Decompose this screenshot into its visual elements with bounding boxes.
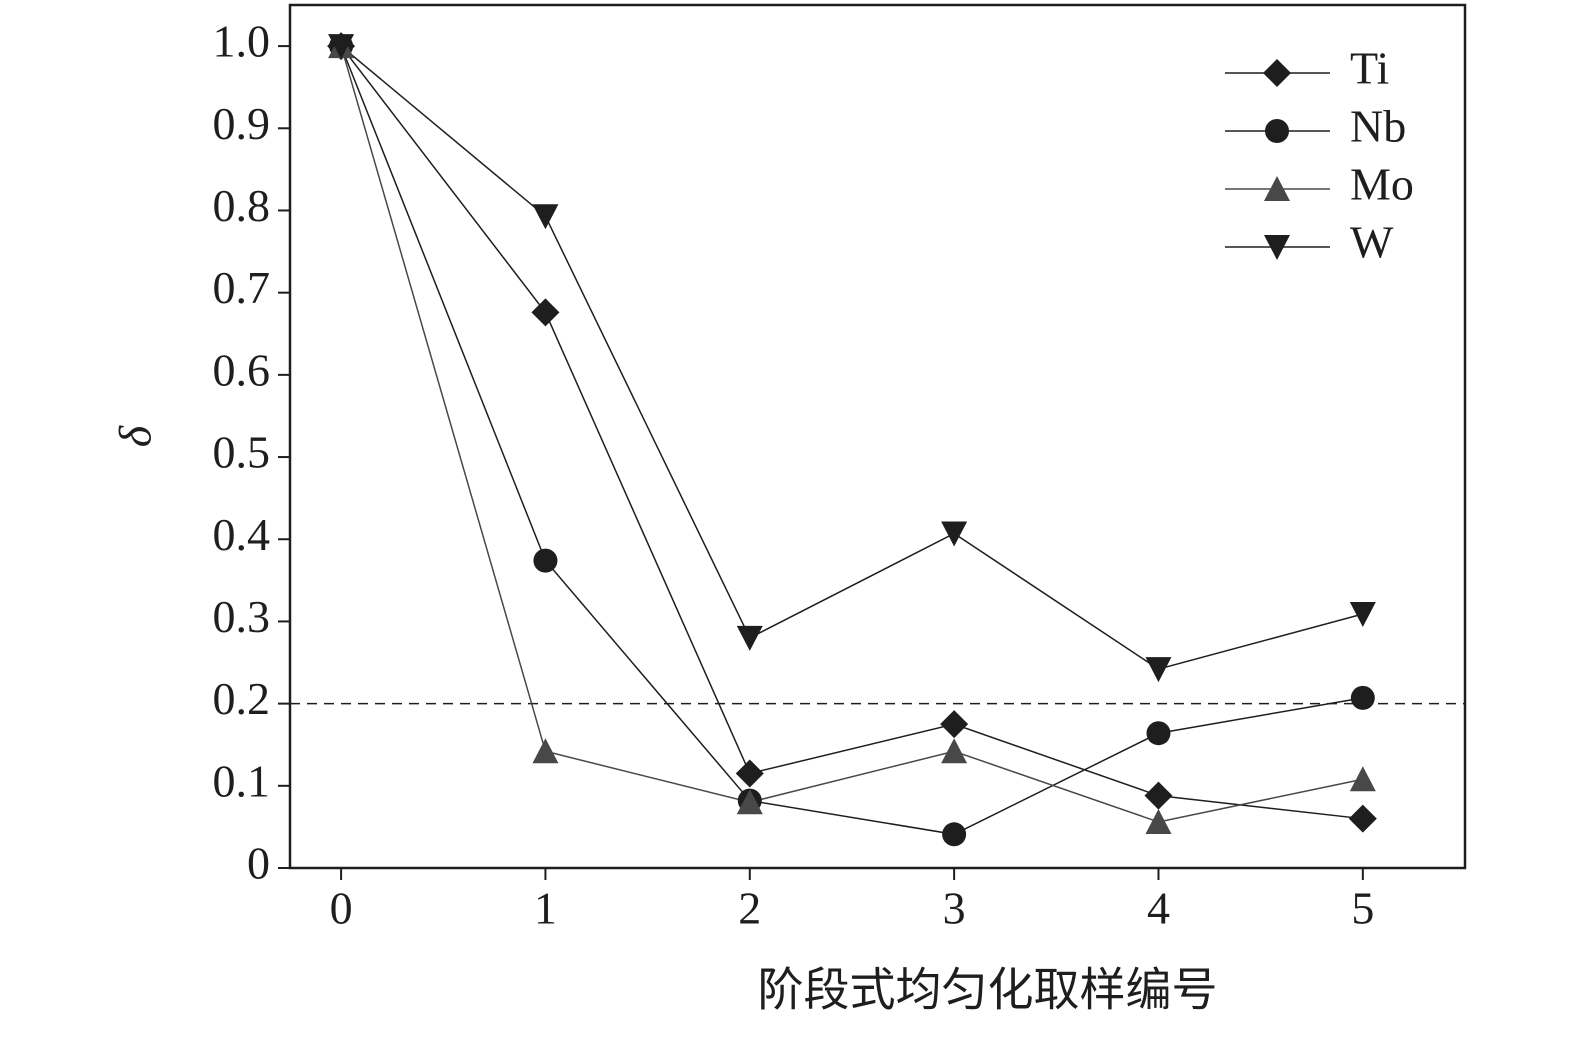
x-tick-label: 2 xyxy=(738,883,761,934)
legend-label: W xyxy=(1350,217,1394,268)
data-point xyxy=(1348,804,1377,833)
data-point xyxy=(1144,781,1173,810)
x-axis-label: 阶段式均匀化取样编号 xyxy=(758,965,1218,1016)
data-point xyxy=(1350,685,1375,710)
legend-marker xyxy=(1264,235,1290,260)
y-tick-label: 1.0 xyxy=(213,16,271,67)
legend-label: Nb xyxy=(1350,101,1406,152)
legend-marker xyxy=(1264,176,1290,201)
data-point xyxy=(735,759,764,788)
series-line xyxy=(340,45,1363,820)
y-tick-label: 0.2 xyxy=(213,673,271,724)
y-tick-label: 0.3 xyxy=(213,591,271,642)
data-point xyxy=(940,710,969,739)
data-point xyxy=(532,204,559,230)
y-tick-label: 0.9 xyxy=(213,98,271,149)
data-point xyxy=(1145,657,1172,683)
data-point xyxy=(941,521,968,547)
y-tick-label: 0.6 xyxy=(213,344,271,395)
y-tick-label: 0.7 xyxy=(213,262,271,313)
data-point xyxy=(942,822,967,847)
y-tick-label: 0.1 xyxy=(213,755,271,806)
data-point xyxy=(941,738,968,764)
series-line xyxy=(340,45,1364,670)
data-point xyxy=(532,738,559,764)
data-point xyxy=(736,789,763,815)
x-tick-label: 4 xyxy=(1147,883,1170,934)
legend-marker xyxy=(1265,119,1289,143)
series-line xyxy=(340,45,1363,836)
data-point xyxy=(533,548,558,573)
y-tick-label: 0.8 xyxy=(213,180,271,231)
x-tick-label: 5 xyxy=(1351,883,1374,934)
data-point xyxy=(1146,721,1171,746)
legend-label: Mo xyxy=(1350,159,1414,210)
legend-label: Ti xyxy=(1350,43,1389,94)
y-axis-label: δ xyxy=(110,425,161,447)
data-point xyxy=(1145,808,1172,834)
y-tick-label: 0 xyxy=(247,838,270,889)
plot-frame xyxy=(288,3,1467,870)
x-tick-label: 1 xyxy=(534,883,557,934)
data-point xyxy=(736,625,763,651)
x-tick-label: 3 xyxy=(943,883,966,934)
series-line xyxy=(340,45,1363,823)
y-tick-label: 0.5 xyxy=(213,427,271,478)
data-point xyxy=(1349,602,1376,628)
data-point xyxy=(531,298,560,327)
x-tick-label: 0 xyxy=(330,883,353,934)
legend-marker xyxy=(1263,59,1291,87)
data-point xyxy=(1349,766,1376,792)
data-point xyxy=(328,34,355,60)
y-tick-label: 0.4 xyxy=(213,509,271,560)
